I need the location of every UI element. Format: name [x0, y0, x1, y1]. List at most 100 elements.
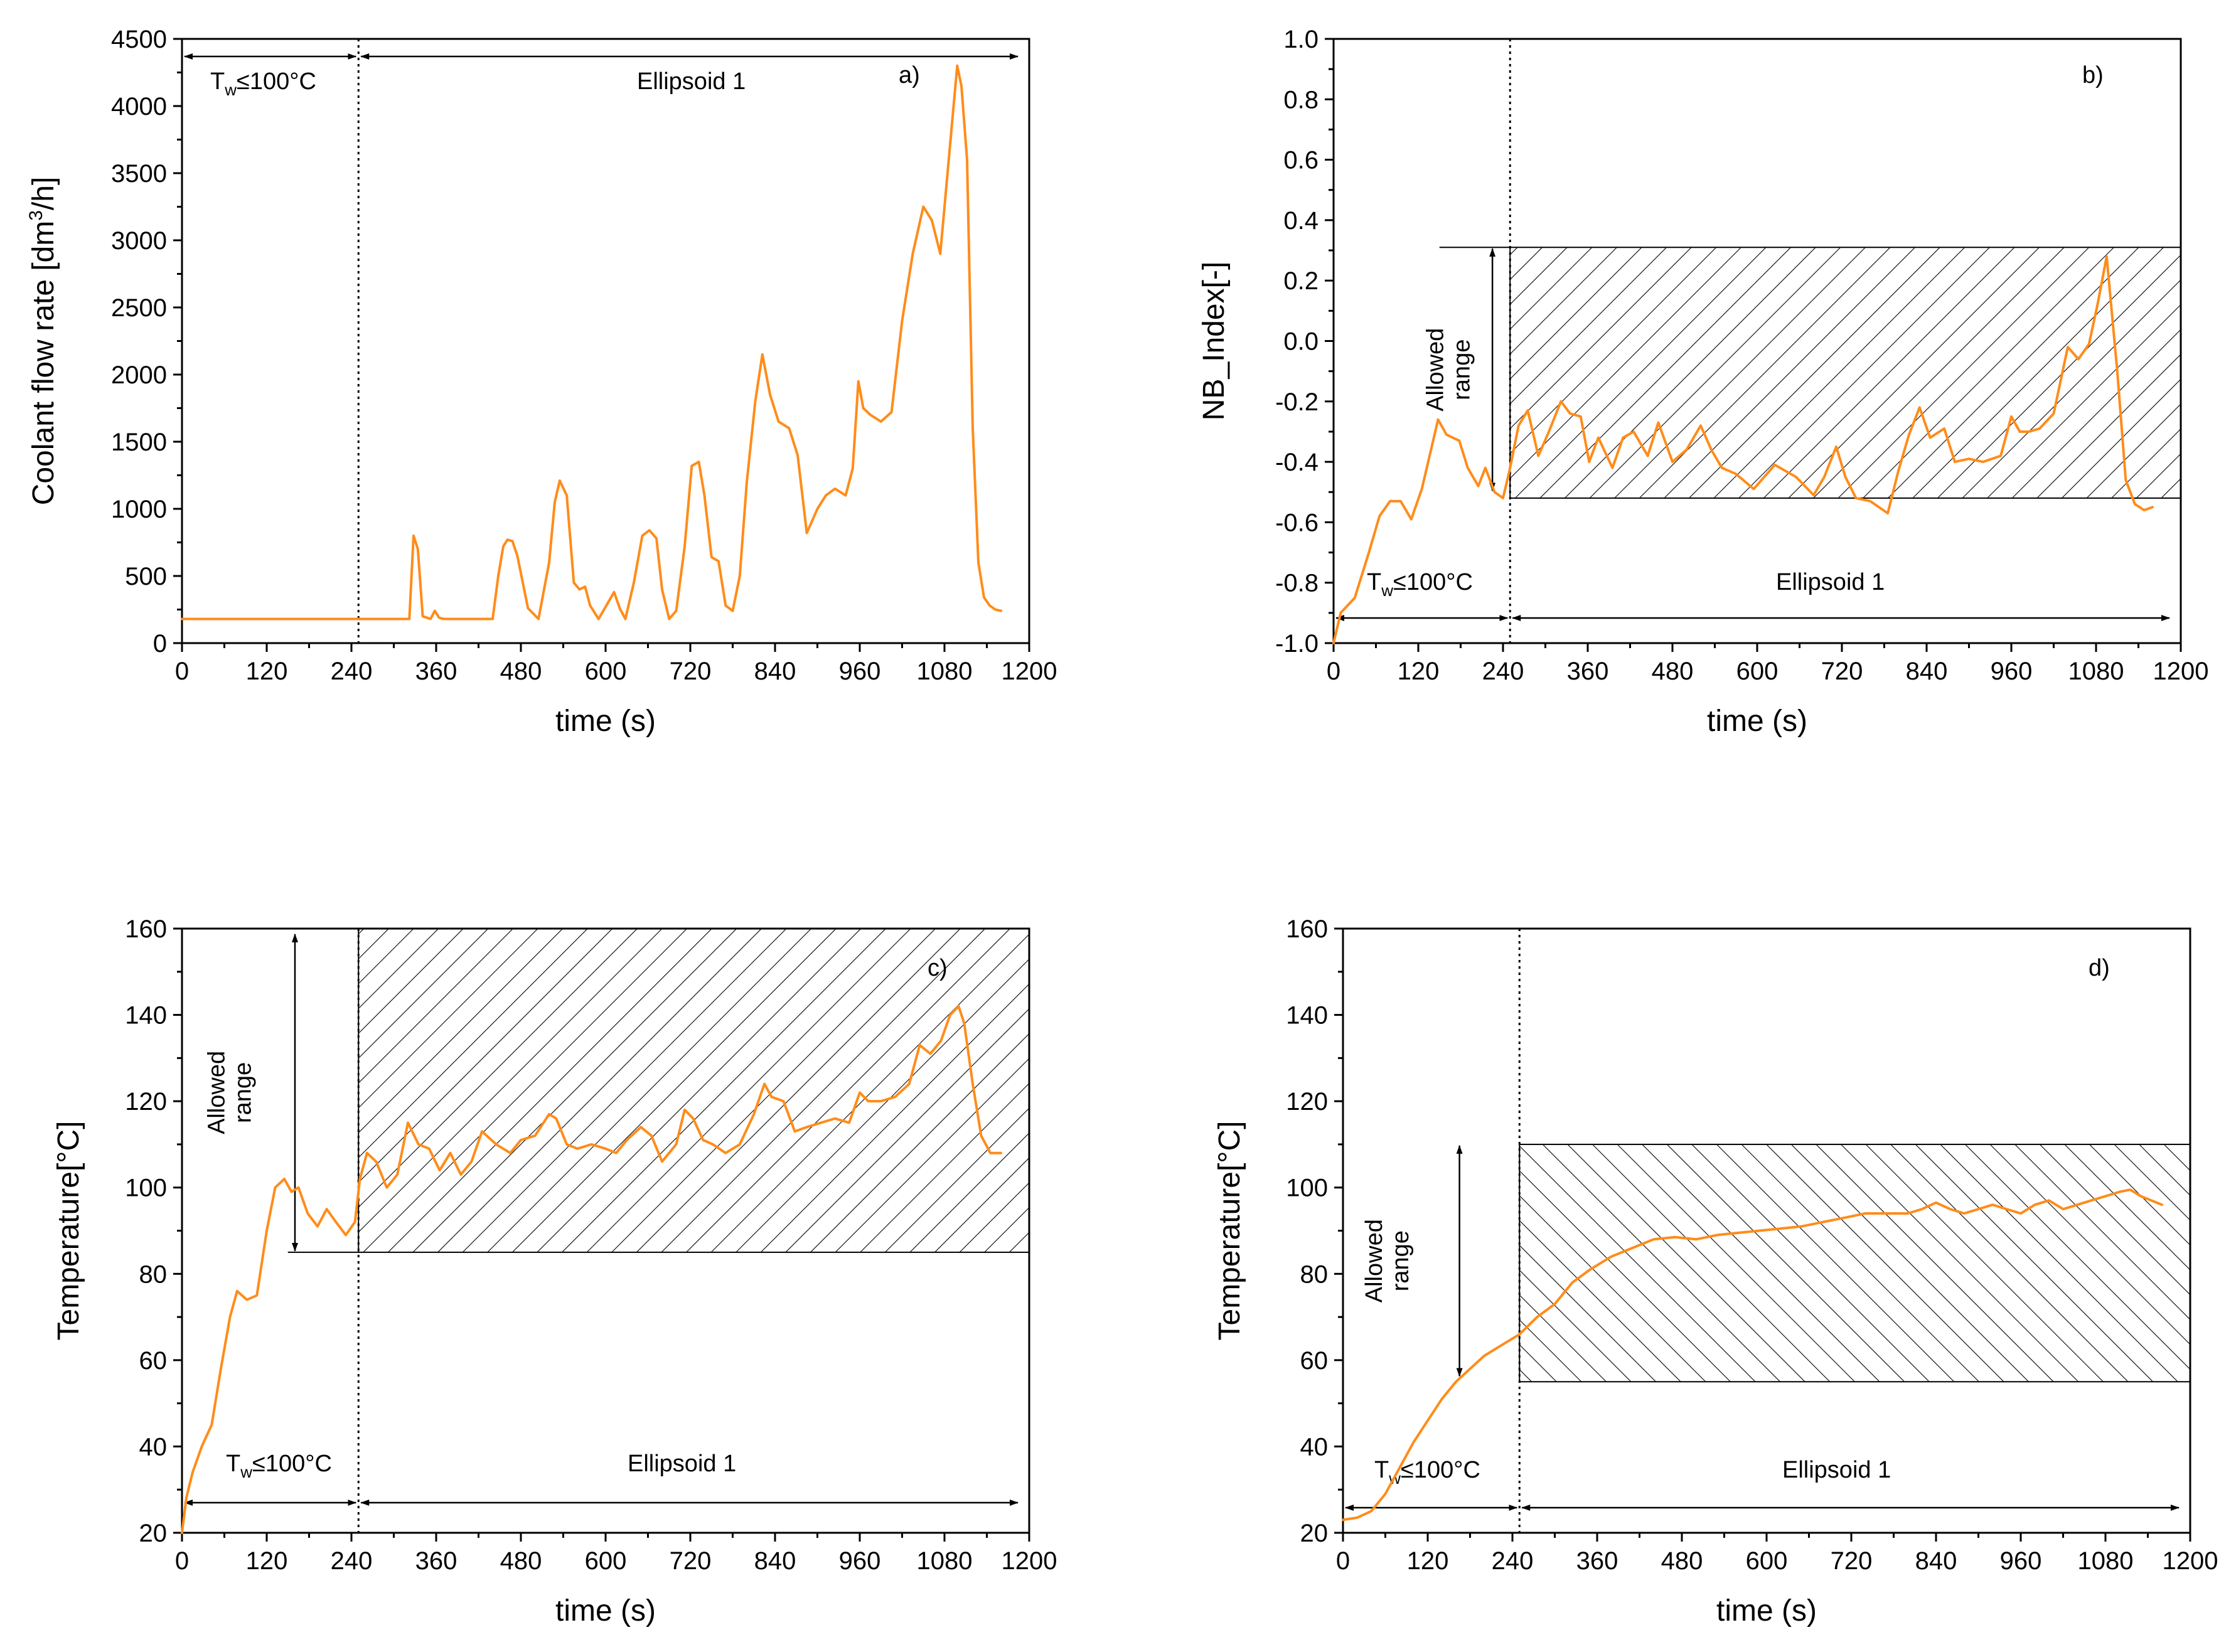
x-tick-label: 600 — [585, 658, 627, 685]
y-tick-label: 40 — [1300, 1433, 1329, 1461]
allowed-range-band — [358, 928, 1030, 1253]
x-tick-label: 480 — [500, 1547, 542, 1575]
y-tick-label: 20 — [139, 1520, 168, 1547]
y-tick-label: 100 — [125, 1175, 167, 1202]
y-tick-label: 2500 — [111, 294, 167, 322]
x-tick-label: 480 — [500, 658, 542, 685]
y-axis-title: Temperature[°C] — [1213, 1121, 1246, 1341]
y-tick-label: 60 — [139, 1347, 168, 1375]
phase1-label-main: T — [1374, 1457, 1389, 1483]
phase1-label: Tw≤100°C — [1367, 569, 1473, 600]
x-tick-label: 960 — [2000, 1547, 2042, 1575]
chart-panel-a: 0 120 240 360 480 600 720 840 960 1080 1200 0 500 100… — [26, 26, 1057, 738]
x-tick-label: 720 — [1831, 1547, 1873, 1575]
y-tick-label: 140 — [1286, 1002, 1328, 1030]
x-tick-label: 1200 — [1002, 658, 1057, 685]
phase1-label-main: T — [1367, 569, 1381, 595]
y-tick-label: 120 — [1286, 1088, 1328, 1116]
panel-label: c) — [928, 955, 948, 981]
y-tick-label: 500 — [125, 563, 167, 590]
phase1-label: Tw≤100°C — [210, 68, 316, 99]
x-tick-label: 0 — [175, 1547, 189, 1575]
allowed-range-label: Allowedrange — [204, 1051, 257, 1134]
panel-label: b) — [2082, 62, 2104, 88]
x-tick-label: 720 — [1821, 658, 1863, 685]
data-series-line — [181, 64, 1002, 621]
allowed-range-label: Allowedrange — [1361, 1219, 1414, 1303]
x-tick-label: 600 — [1746, 1547, 1788, 1575]
phase2-label: Ellipsoid 1 — [628, 1451, 736, 1477]
data-series-line — [181, 1005, 1002, 1534]
y-axis-title: Coolant flow rate [dm3/h] — [26, 177, 60, 506]
y-axis-title-sup: 3 — [26, 210, 46, 221]
y-axis-title-end: /h] — [27, 177, 60, 210]
phase2-label: Ellipsoid 1 — [1776, 569, 1885, 595]
y-tick-label: 20 — [1300, 1520, 1329, 1547]
panel-label: d) — [2089, 955, 2110, 981]
allowed-range-label-line2: range — [1388, 1230, 1414, 1291]
phase1-label-sub: w — [224, 80, 237, 99]
allowed-range-label-line1: Allowed — [1361, 1219, 1388, 1303]
phase1-label-tail: ≤100°C — [1393, 569, 1473, 595]
x-tick-label: 840 — [754, 658, 796, 685]
x-tick-label: 1080 — [917, 1547, 973, 1575]
y-tick-label: 0.4 — [1283, 207, 1319, 235]
x-tick-label: 360 — [415, 658, 457, 685]
x-tick-label: 360 — [1576, 1547, 1618, 1575]
x-tick-label: 240 — [331, 658, 373, 685]
x-tick-label: 1200 — [2153, 658, 2209, 685]
y-tick-label: 3500 — [111, 160, 167, 188]
allowed-range-label: Allowedrange — [1422, 328, 1475, 412]
x-tick-label: 360 — [415, 1547, 457, 1575]
x-tick-label: 360 — [1567, 658, 1609, 685]
y-tick-label: 120 — [125, 1088, 167, 1116]
y-axis-title-main: Coolant flow rate [dm — [27, 221, 60, 506]
y-tick-label: 160 — [1286, 915, 1328, 943]
y-tick-label: 0.0 — [1283, 328, 1319, 356]
x-tick-label: 120 — [1398, 658, 1440, 685]
x-tick-label: 960 — [1991, 658, 2033, 685]
data-series-line — [1342, 1188, 2163, 1521]
y-tick-label: 4000 — [111, 93, 167, 120]
y-tick-label: 0.6 — [1283, 147, 1319, 174]
x-tick-label: 240 — [1482, 658, 1524, 685]
allowed-range-label-line2: range — [230, 1062, 257, 1123]
x-tick-label: 960 — [839, 1547, 881, 1575]
allowed-range-band — [1509, 247, 2181, 499]
allowed-range-label-line1: Allowed — [204, 1051, 230, 1134]
y-tick-label: 1500 — [111, 429, 167, 456]
y-tick-label: 0.8 — [1283, 86, 1319, 114]
y-tick-label: -1.0 — [1275, 630, 1319, 658]
x-tick-label: 0 — [175, 658, 189, 685]
x-tick-label: 120 — [246, 658, 288, 685]
x-tick-label: 1080 — [917, 658, 973, 685]
x-tick-label: 480 — [1652, 658, 1694, 685]
phase1-label-main: T — [210, 68, 225, 95]
y-tick-label: 80 — [1300, 1260, 1329, 1288]
chart-panel-c: 0 120 240 360 480 600 720 840 960 1080 1200 20 40 60 8… — [52, 915, 1057, 1628]
data-series-line — [1332, 255, 2154, 644]
y-tick-label: 4500 — [111, 26, 167, 53]
phase1-label-sub: w — [1381, 581, 1393, 600]
x-tick-label: 720 — [670, 1547, 712, 1575]
panel-label: a) — [899, 62, 920, 88]
y-tick-label: 60 — [1300, 1347, 1329, 1375]
y-tick-label: -0.6 — [1275, 509, 1319, 536]
x-tick-label: 960 — [839, 658, 881, 685]
phase1-label-sub: w — [240, 1463, 252, 1481]
x-tick-label: 1200 — [1002, 1547, 1057, 1575]
x-tick-label: 1080 — [2068, 658, 2124, 685]
x-tick-label: 600 — [1736, 658, 1779, 685]
chart-panel-d: 0 120 240 360 480 600 720 840 960 1080 1200 20 40 60 8… — [1213, 915, 2218, 1628]
y-tick-label: 80 — [139, 1260, 168, 1288]
x-tick-label: 120 — [246, 1547, 288, 1575]
y-tick-label: -0.2 — [1275, 388, 1319, 416]
phase1-label-tail: ≤100°C — [252, 1451, 332, 1477]
x-tick-label: 0 — [1336, 1547, 1350, 1575]
y-axis-title: NB_Index[-] — [1197, 262, 1231, 420]
x-tick-label: 1080 — [2078, 1547, 2134, 1575]
phase1-label-tail: ≤100°C — [1401, 1457, 1480, 1483]
x-axis-title: time (s) — [1707, 705, 1807, 738]
y-tick-label: 140 — [125, 1002, 167, 1030]
